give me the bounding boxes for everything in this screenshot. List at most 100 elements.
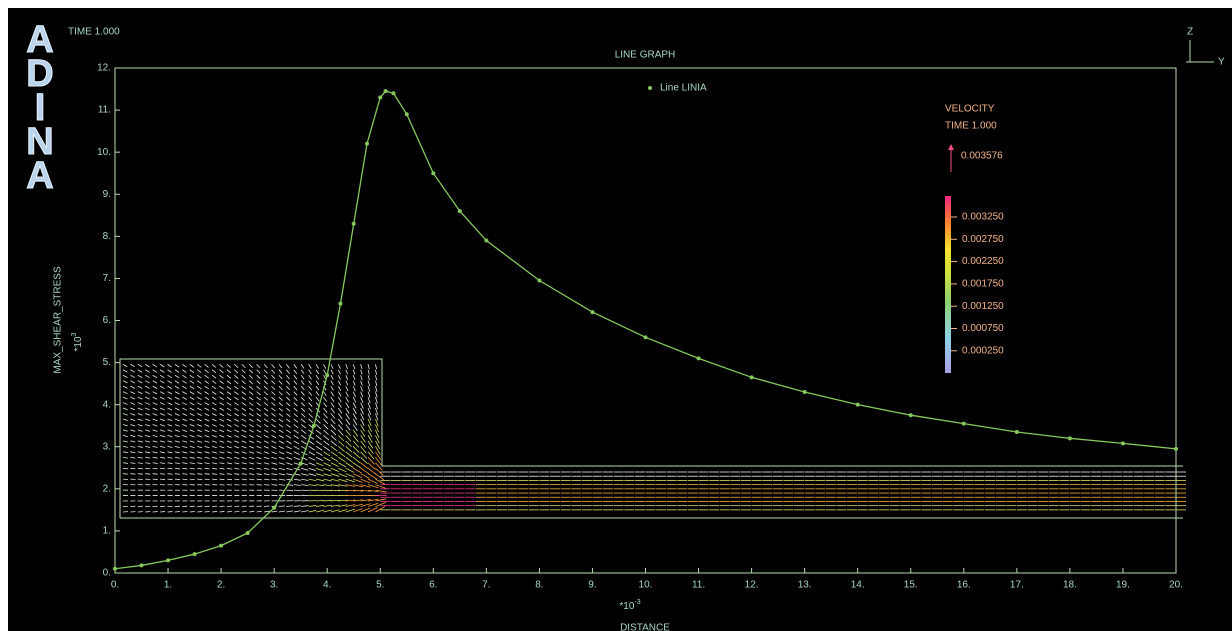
velocity-vector — [330, 396, 335, 402]
velocity-vector — [323, 418, 329, 424]
velocity-vector — [211, 396, 217, 401]
velocity-vector — [345, 473, 355, 478]
velocity-vector — [330, 456, 339, 462]
velocity-vector — [130, 418, 136, 421]
velocity-vector — [338, 418, 343, 425]
velocity-vector — [226, 478, 232, 481]
velocity-vector — [167, 445, 173, 448]
velocity-vector — [278, 473, 286, 476]
velocity-vector — [145, 440, 151, 443]
velocity-vector — [189, 418, 195, 422]
velocity-vector — [167, 396, 173, 400]
velocity-vector — [167, 424, 173, 427]
velocity-vector — [152, 456, 158, 459]
velocity-vector — [330, 446, 338, 452]
velocity-vector — [174, 385, 180, 390]
velocity-vector — [316, 500, 325, 502]
velocity-vector — [189, 473, 195, 475]
velocity-vector — [338, 499, 348, 502]
velocity-vector — [122, 380, 128, 384]
velocity-vector — [174, 456, 180, 459]
velocity-vector — [293, 391, 298, 396]
velocity-vector — [174, 380, 180, 384]
velocity-vector — [159, 380, 165, 384]
velocity-vector — [130, 407, 136, 411]
colorbar-label: 0.000750 — [962, 323, 1004, 334]
x-tick-label: 17. — [1010, 580, 1024, 591]
velocity-vector — [174, 451, 180, 454]
velocity-vector — [256, 380, 261, 385]
velocity-vector — [145, 402, 150, 405]
velocity-vector — [375, 473, 385, 481]
velocity-vector — [330, 402, 335, 408]
velocity-vector — [293, 369, 298, 374]
geometry — [119, 358, 1183, 519]
velocity-vector — [248, 396, 254, 401]
velocity-vector — [300, 391, 305, 396]
velocity-vector — [204, 462, 210, 465]
velocity-vector — [167, 418, 173, 422]
velocity-vector — [367, 502, 379, 507]
velocity-vector — [278, 396, 283, 401]
velocity-vector — [182, 424, 188, 427]
velocity-vector — [360, 364, 363, 370]
velocity-vector — [271, 510, 278, 513]
velocity-vector — [182, 467, 188, 470]
data-point — [325, 373, 330, 378]
velocity-vector — [315, 385, 320, 391]
velocity-vector — [219, 380, 224, 384]
velocity-vector — [174, 369, 180, 373]
velocity-vector — [219, 456, 225, 459]
velocity-vector — [315, 396, 320, 402]
velocity-vector — [308, 484, 317, 487]
velocity-vector — [352, 418, 358, 426]
velocity-vector — [367, 396, 371, 404]
velocity-vector — [323, 364, 327, 369]
velocity-vector — [211, 435, 217, 438]
velocity-vector — [345, 462, 354, 468]
velocity-vector — [196, 369, 202, 374]
velocity-vector — [189, 407, 195, 411]
velocity-vector — [189, 451, 195, 454]
velocity-vector — [330, 418, 336, 425]
reference-arrow-head — [948, 144, 954, 150]
velocity-vector — [174, 440, 180, 443]
velocity-vector — [152, 374, 158, 379]
velocity-vector — [263, 462, 270, 465]
velocity-vector — [122, 369, 128, 373]
velocity-vector — [241, 445, 247, 449]
velocity-vector — [167, 402, 173, 406]
velocity-vector — [352, 402, 357, 409]
velocity-vector — [256, 413, 262, 417]
velocity-vector — [152, 462, 158, 464]
velocity-vector — [137, 407, 143, 411]
velocity-vector — [360, 391, 364, 398]
velocity-vector — [219, 413, 225, 417]
velocity-vector — [330, 435, 337, 441]
x-tick-label: 10. — [639, 580, 653, 591]
velocity-vector — [308, 424, 314, 429]
velocity-vector — [271, 478, 278, 481]
velocity-vector — [337, 375, 341, 380]
velocity-vector — [271, 451, 277, 455]
velocity-vector — [323, 396, 327, 402]
velocity-vector — [352, 380, 356, 386]
velocity-vector — [219, 369, 224, 374]
data-point — [537, 278, 542, 283]
data-point — [272, 505, 277, 510]
velocity-vector — [360, 503, 371, 507]
velocity-vector — [263, 435, 269, 439]
velocity-vector — [130, 396, 136, 400]
velocity-vector — [241, 510, 247, 513]
velocity-vector — [256, 374, 261, 379]
velocity-vector — [145, 467, 151, 470]
velocity-vector — [234, 413, 239, 417]
velocity-vector — [315, 467, 324, 472]
velocity-vector — [145, 435, 151, 438]
velocity-vector — [167, 473, 173, 475]
velocity-vector — [360, 407, 364, 415]
velocity-vector — [241, 369, 246, 374]
velocity-vector — [219, 407, 225, 411]
velocity-vector — [375, 424, 379, 433]
velocity-vector — [167, 413, 173, 416]
